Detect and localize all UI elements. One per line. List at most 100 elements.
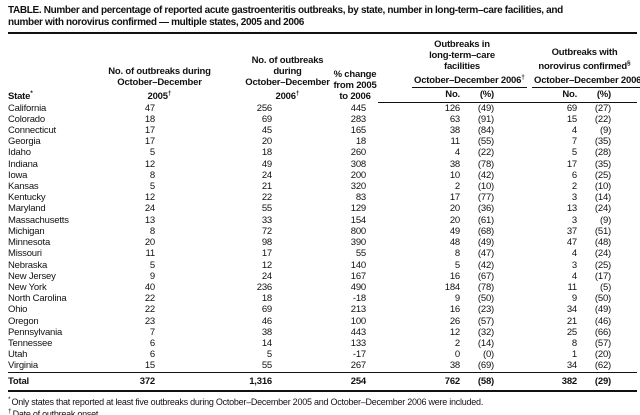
outbreaks-2005-cell: 8 [149,225,155,237]
outbreaks-2006-cell: 256 [256,102,272,114]
outbreaks-2006-cell: 21 [261,181,272,193]
pct-change-cell: 260 [350,147,366,159]
noro-no-cell: 47 [566,237,578,249]
noro-pct-cell: (57) [594,337,612,349]
subheader-ltcf-no: No. [378,88,460,103]
ltcf-pct-cell: (91) [477,113,495,125]
total-ltcf-pct-cell: (58) [460,371,513,392]
ltcf-pct-cell: (22) [477,147,495,159]
outbreaks-2005-cell: 15 [144,360,155,372]
state-row: Indiana 12 49 308 38 (78) 17 (35) [8,159,637,170]
ltcf-no-cell: 20 [449,203,460,215]
outbreaks-2006-cell: 14 [261,337,272,349]
outbreaks-2005-cell: 17 [144,136,155,148]
state-name-cell: Idaho [8,147,31,159]
state-row: Minnesota 20 98 390 48 (49) 47 (48) [8,237,637,248]
outbreaks-2006-cell: 46 [261,315,272,327]
noro-pct-cell: (49) [594,304,612,316]
pct-change-cell: 154 [350,214,366,226]
state-row: Michigan 8 72 800 49 (68) 37 (51) [8,226,637,237]
outbreaks-2005-cell: 6 [149,337,155,349]
subheader-ltcf-pct: (%) [460,88,513,103]
outbreaks-2005-cell: 17 [144,125,155,137]
noro-no-cell: 6 [571,169,578,181]
outbreaks-2005-cell: 7 [149,326,155,338]
outbreaks-2005-cell: 11 [145,248,156,260]
outbreaks-2005-cell: 22 [144,304,155,316]
state-name-cell: New York [8,281,47,293]
noro-pct-cell: (35) [594,158,612,170]
outbreaks-2006-cell: 24 [261,169,272,181]
footnotes: *Only states that reported at least five… [8,395,637,415]
ltcf-group-underlined-line: October–December 2006† [412,74,527,89]
noro-pct-cell: (27) [594,102,612,114]
pct-change-cell: -17 [352,349,366,361]
ltcf-pct-cell: (50) [477,293,495,305]
ltcf-no-cell: 48 [449,237,460,249]
state-name-cell: Missouri [8,248,42,260]
pct-change-cell: 167 [350,270,366,282]
state-name-cell: Indiana [8,158,38,170]
noro-no-cell: 17 [566,158,578,170]
col-header-outbreaks-2005: No. of outbreaks during October–December… [108,66,211,103]
ltcf-pct-cell: (78) [477,158,495,170]
col-header-state: State* [8,90,33,103]
noro-pct-cell: (17) [594,270,612,282]
table-title-line2: number with norovirus confirmed — multip… [8,17,305,28]
outbreaks-2006-cell: 18 [261,293,272,305]
noro-pct-cell: (9) [600,125,612,137]
ltcf-pct-cell: (42) [477,169,495,181]
pct-change-cell: 100 [350,315,366,327]
outbreaks-2006-cell: 45 [261,125,272,137]
ltcf-pct-cell: (47) [477,248,495,260]
outbreaks-2005-cell: 20 [144,237,155,249]
outbreaks-2006-cell: 22 [261,192,272,204]
pct-change-cell: 308 [350,158,366,170]
noro-pct-cell: (48) [594,237,612,249]
outbreaks-2006-cell: 69 [261,304,272,316]
noro-pct-cell: (10) [594,181,612,193]
outbreaks-2005-cell: 24 [144,203,155,215]
outbreaks-2005-cell: 23 [144,315,155,327]
pct-change-cell: 267 [350,360,366,372]
pct-change-cell: 800 [350,225,366,237]
table-title-line1: TABLE. Number and percentage of reported… [8,5,563,16]
ltcf-pct-cell: (69) [477,360,495,372]
noro-pct-cell: (25) [594,259,612,271]
noro-pct-cell: (24) [594,203,612,215]
total-row: Total 372 1,316 254 762 (58) 382 (29) [8,371,638,392]
outbreaks-2005-cell: 40 [144,281,155,293]
total-2006-cell: 1,316 [233,371,332,392]
pct-change-cell: 320 [350,181,366,193]
ltcf-pct-cell: (14) [477,337,495,349]
subheader-noro-pct: (%) [577,88,638,103]
ltcf-pct-cell: (23) [477,304,495,316]
ltcf-no-cell: 17 [449,192,460,204]
ltcf-pct-cell: (55) [477,136,495,148]
state-name-cell: New Jersey [8,270,56,282]
outbreaks-2006-cell: 55 [261,360,272,372]
ltcf-pct-cell: (10) [477,181,495,193]
noro-no-cell: 1 [571,349,578,361]
ltcf-no-cell: 184 [444,281,460,293]
col-header-outbreaks-2006: No. of outbreaks during October–December… [245,55,330,103]
footnote-dagger: †Date of outbreak onset. [8,408,101,415]
noro-no-cell: 34 [566,304,578,316]
state-row: Ohio 22 69 213 16 (23) 34 (49) [8,304,637,315]
outbreaks-2005-cell: 12 [144,192,155,204]
noro-pct-cell: (14) [594,192,612,204]
state-row: Iowa 8 24 200 10 (42) 6 (25) [8,170,637,181]
state-row: Pennsylvania 7 38 443 12 (32) 25 (66) [8,327,637,338]
ltcf-no-cell: 2 [454,337,460,349]
noro-no-cell: 8 [571,337,578,349]
pct-change-cell: 283 [350,113,366,125]
noro-pct-cell: (24) [594,248,612,260]
pct-change-cell: 165 [350,125,366,137]
noro-no-cell: 3 [571,192,578,204]
outbreaks-2006-cell: 5 [266,349,272,361]
outbreaks-2005-cell: 18 [144,113,155,125]
outbreaks-2006-cell: 69 [261,113,272,125]
noro-pct-cell: (46) [594,315,612,327]
noro-no-cell: 7 [571,136,578,148]
outbreaks-2006-cell: 98 [261,237,272,249]
